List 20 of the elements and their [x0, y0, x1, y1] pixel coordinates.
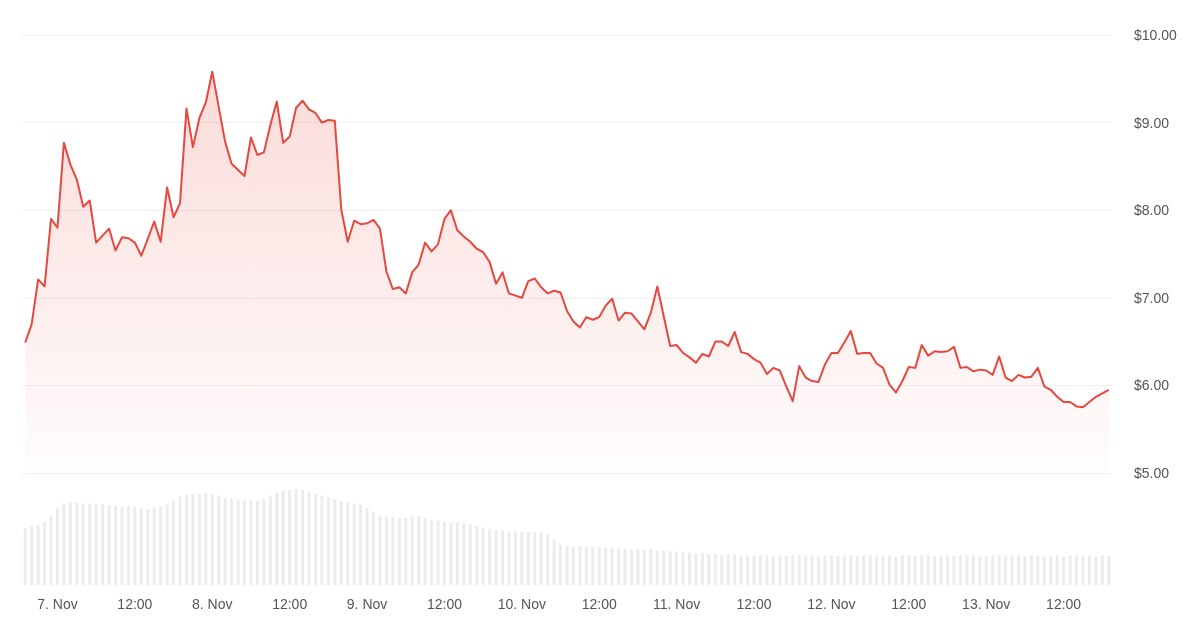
y-tick-label: $7.00	[1134, 289, 1170, 306]
x-tick-label: 9. Nov	[346, 596, 388, 612]
x-tick-label: 12:00	[117, 596, 153, 612]
y-tick-label: $6.00	[1134, 377, 1170, 394]
y-tick-label: $5.00	[1134, 465, 1170, 481]
x-tick-label: 12:00	[426, 596, 463, 612]
x-tick-label: 12:00	[581, 596, 617, 612]
x-tick-label: 13. Nov	[962, 596, 1011, 612]
y-tick-label: $8.00	[1134, 202, 1170, 219]
x-tick-label: 12:00	[891, 596, 927, 612]
x-tick-label: 10. Nov	[497, 596, 546, 612]
y-tick-label: $10.00	[1134, 27, 1178, 43]
x-tick-label: 8. Nov	[192, 596, 233, 612]
x-tick-label: 12:00	[272, 596, 308, 612]
x-tick-label: 12:00	[736, 596, 772, 612]
x-tick-label: 12:00	[1046, 596, 1082, 612]
x-tick-label: 11. Nov	[653, 596, 701, 612]
y-tick-label: $9.00	[1134, 114, 1170, 131]
x-tick-label: 7. Nov	[37, 596, 78, 612]
x-tick-label: 12. Nov	[807, 596, 856, 612]
